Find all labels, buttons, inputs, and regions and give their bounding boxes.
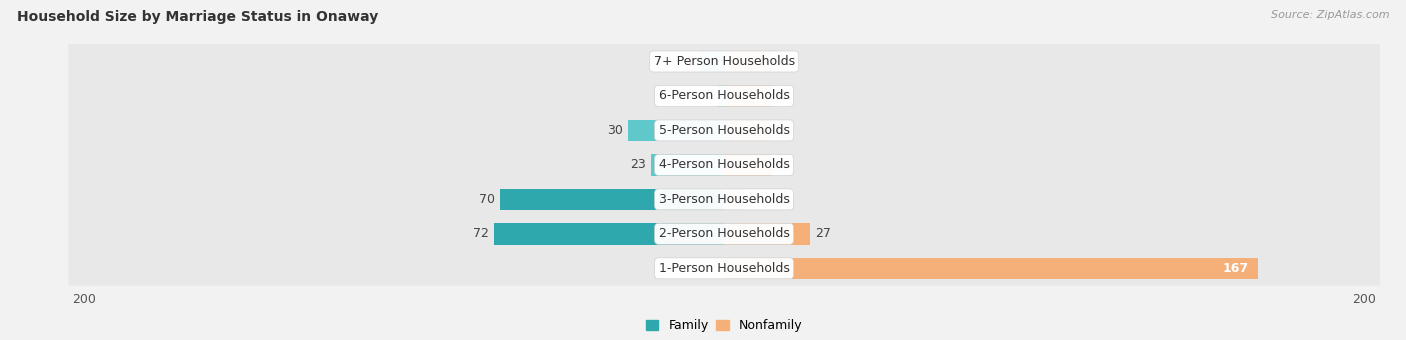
FancyBboxPatch shape bbox=[69, 44, 1379, 79]
FancyBboxPatch shape bbox=[69, 113, 1379, 148]
Legend: Family, Nonfamily: Family, Nonfamily bbox=[641, 314, 807, 337]
Text: 0: 0 bbox=[778, 89, 785, 102]
Text: 1-Person Households: 1-Person Households bbox=[658, 262, 790, 275]
FancyBboxPatch shape bbox=[69, 148, 1379, 182]
Text: 167: 167 bbox=[1223, 262, 1249, 275]
Text: 23: 23 bbox=[630, 158, 645, 171]
Bar bbox=[724, 223, 810, 244]
Bar bbox=[494, 223, 724, 244]
Bar bbox=[651, 154, 724, 175]
Text: 6: 6 bbox=[748, 193, 756, 206]
Text: 0: 0 bbox=[778, 55, 785, 68]
Bar bbox=[724, 51, 772, 72]
FancyBboxPatch shape bbox=[69, 182, 1379, 217]
Text: Source: ZipAtlas.com: Source: ZipAtlas.com bbox=[1271, 10, 1389, 20]
Bar bbox=[724, 120, 772, 141]
Text: 5-Person Households: 5-Person Households bbox=[658, 124, 790, 137]
Bar bbox=[501, 189, 724, 210]
Text: 8: 8 bbox=[686, 55, 693, 68]
Text: 27: 27 bbox=[815, 227, 831, 240]
Bar bbox=[724, 154, 772, 175]
Text: 0: 0 bbox=[778, 124, 785, 137]
Text: 30: 30 bbox=[607, 124, 623, 137]
Text: 72: 72 bbox=[472, 227, 489, 240]
Bar bbox=[724, 85, 772, 107]
FancyBboxPatch shape bbox=[69, 251, 1379, 286]
Text: Household Size by Marriage Status in Onaway: Household Size by Marriage Status in Ona… bbox=[17, 10, 378, 24]
Bar bbox=[724, 258, 1258, 279]
FancyBboxPatch shape bbox=[69, 79, 1379, 113]
Text: 4-Person Households: 4-Person Households bbox=[658, 158, 790, 171]
Text: 0: 0 bbox=[778, 158, 785, 171]
Text: 70: 70 bbox=[479, 193, 495, 206]
Bar bbox=[724, 189, 744, 210]
Text: 7+ Person Households: 7+ Person Households bbox=[654, 55, 794, 68]
Bar bbox=[699, 51, 724, 72]
FancyBboxPatch shape bbox=[69, 217, 1379, 251]
Text: 3-Person Households: 3-Person Households bbox=[658, 193, 790, 206]
Bar bbox=[628, 120, 724, 141]
Text: 2: 2 bbox=[704, 89, 713, 102]
Text: 6-Person Households: 6-Person Households bbox=[658, 89, 790, 102]
Bar bbox=[717, 85, 724, 107]
Text: 2-Person Households: 2-Person Households bbox=[658, 227, 790, 240]
